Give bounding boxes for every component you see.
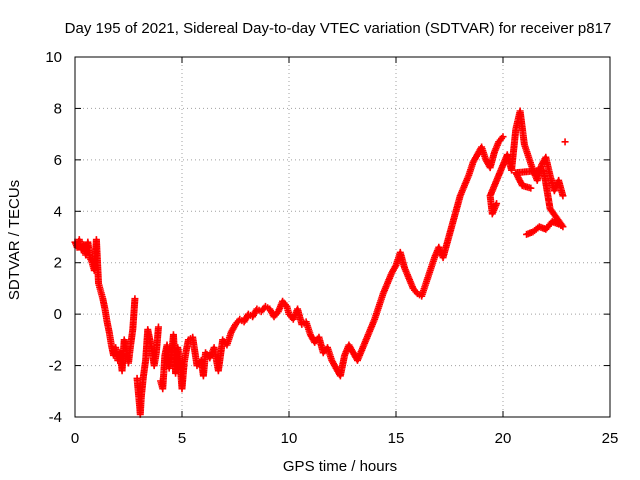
- x-tick-label-1: 5: [178, 430, 186, 447]
- x-tick-label-3: 15: [388, 430, 405, 447]
- x-tick-label-0: 0: [71, 430, 79, 447]
- data-trace-mark: [86, 252, 94, 260]
- data-trace-mark: [361, 338, 369, 346]
- data-trace-mark: [131, 296, 139, 304]
- data-trace-mark: [537, 163, 545, 171]
- data-trace-mark: [284, 308, 292, 316]
- x-tick-label-4: 20: [495, 430, 512, 447]
- x-tick-label-5: 25: [602, 430, 619, 447]
- y-tick-label-3: 2: [54, 255, 62, 272]
- data-trace-mark: [548, 207, 556, 215]
- data-trace-mark: [443, 240, 451, 248]
- data-trace-mark: [520, 139, 528, 147]
- y-axis-label: SDTVAR / TECUs: [6, 180, 23, 300]
- data-trace-mark: [96, 285, 104, 293]
- data-trace-mark: [281, 301, 289, 309]
- data-trace-mark: [460, 183, 468, 191]
- data-trace-mark: [481, 154, 489, 162]
- y-tick-label-7: 10: [45, 49, 62, 66]
- data-trace-mark: [383, 281, 391, 289]
- data-trace-mark: [468, 160, 476, 168]
- data-trace-mark: [374, 304, 382, 312]
- data-point: [561, 138, 569, 146]
- data-trace-mark: [498, 134, 506, 142]
- data-trace-mark: [340, 353, 348, 361]
- tick-layer: 0 5 10 15 20 25 -4 -2 0 2 4 6 8 10: [45, 49, 618, 447]
- data-trace-mark: [327, 355, 335, 363]
- data-trace-mark: [404, 272, 412, 280]
- data-trace-mark: [357, 348, 365, 356]
- data-trace-mark: [524, 151, 532, 159]
- data-trace-mark: [426, 268, 434, 276]
- data-trace-mark: [490, 150, 498, 158]
- plot-frame: [74, 56, 611, 418]
- data-trace-mark: [451, 209, 459, 217]
- data-trace-mark: [366, 327, 374, 335]
- data-trace-mark: [370, 317, 378, 325]
- data-trace-mark: [306, 329, 314, 337]
- y-tick-label-0: -4: [49, 409, 62, 426]
- data-trace-mark: [379, 291, 387, 299]
- data-trace-mark: [400, 262, 408, 270]
- data-trace-mark: [154, 325, 162, 333]
- y-tick-label-6: 8: [54, 100, 62, 117]
- data-trace-mark: [456, 194, 464, 202]
- y-tick-label-5: 6: [54, 152, 62, 169]
- y-tick-label-4: 4: [54, 203, 62, 220]
- data-trace-mark: [464, 173, 472, 181]
- data-trace-mark: [412, 288, 420, 296]
- data-trace-mark: [430, 255, 438, 263]
- data-trace-mark: [227, 330, 235, 338]
- y-tick-label-2: 0: [54, 306, 62, 323]
- y-tick-label-1: -2: [49, 358, 62, 375]
- x-tick-label-2: 10: [281, 430, 298, 447]
- data-trace-mark: [558, 190, 566, 198]
- data-trace-mark: [391, 263, 399, 271]
- x-axis-label: GPS time / hours: [283, 458, 397, 475]
- chart-title: Day 195 of 2021, Sidereal Day-to-day VTE…: [65, 20, 612, 37]
- data-trace-mark: [447, 224, 455, 232]
- data-trace-mark: [421, 281, 429, 289]
- data-trace-mark: [525, 184, 533, 192]
- data-points-layer: [71, 107, 569, 418]
- data-trace-mark: [98, 293, 106, 301]
